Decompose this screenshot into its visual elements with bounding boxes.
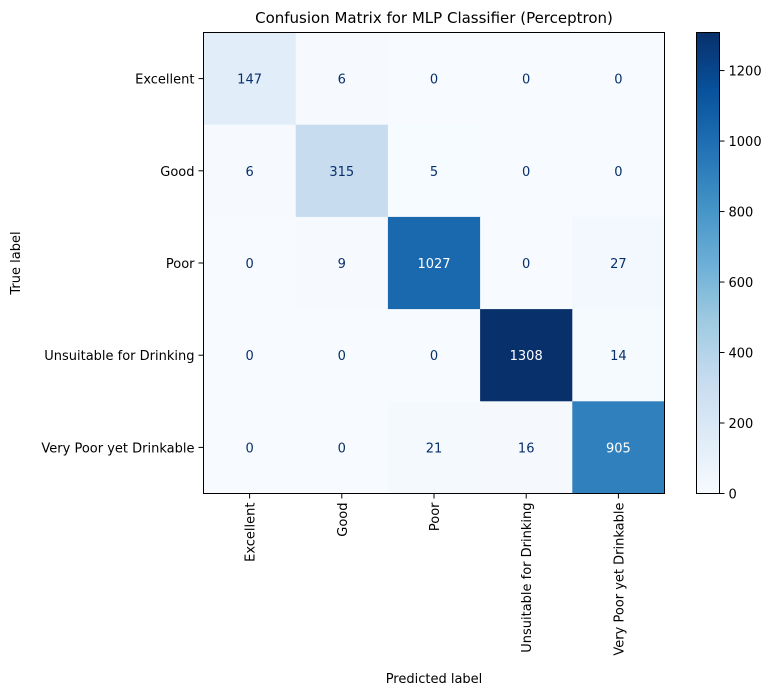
y-tick-label: Very Poor yet Drinkable bbox=[41, 441, 194, 456]
matrix-cell bbox=[387, 32, 481, 126]
cell-value-label: 0 bbox=[245, 349, 253, 364]
colorbar-tick-label: 600 bbox=[729, 276, 754, 291]
matrix-cell bbox=[295, 32, 389, 126]
colorbar-tick-label: 1000 bbox=[729, 135, 762, 150]
x-tick-label: Unsuitable for Drinking bbox=[520, 503, 535, 653]
matrix-cell bbox=[572, 401, 665, 494]
cell-value-label: 6 bbox=[338, 73, 346, 88]
y-tick-label: Unsuitable for Drinking bbox=[44, 349, 194, 364]
y-axis-ticks: Excellent Good Poor Unsuitable for Drinking… bbox=[41, 73, 204, 456]
x-tick-label: Excellent bbox=[244, 503, 259, 562]
x-axis-label: Predicted label bbox=[386, 672, 483, 687]
colorbar-tick-label: 400 bbox=[729, 347, 754, 362]
matrix-cell bbox=[480, 124, 573, 218]
cell-value-label: 27 bbox=[610, 257, 627, 272]
cell-value-label: 0 bbox=[338, 441, 346, 456]
matrix-cell bbox=[480, 309, 573, 402]
cell-value-label: 0 bbox=[614, 73, 622, 88]
cell-value-label: 1308 bbox=[510, 349, 543, 364]
cell-value-label: 1027 bbox=[417, 257, 450, 272]
colorbar-tick-label: 800 bbox=[729, 206, 754, 221]
chart-title: Confusion Matrix for MLP Classifier (Per… bbox=[255, 9, 613, 27]
y-tick-label: Poor bbox=[166, 257, 195, 272]
cell-value-label: 0 bbox=[430, 73, 438, 88]
matrix-cell bbox=[203, 401, 297, 494]
y-axis-label: True label bbox=[9, 231, 24, 295]
cell-value-label: 0 bbox=[522, 257, 530, 272]
matrix-cell bbox=[387, 401, 481, 494]
cell-value-label: 0 bbox=[245, 441, 253, 456]
matrix-cell bbox=[295, 216, 389, 310]
x-tick-label: Poor bbox=[428, 502, 443, 531]
x-tick-label: Very Poor yet Drinkable bbox=[612, 503, 627, 656]
x-axis-ticks: Excellent Good Poor Unsuitable for Drinking… bbox=[244, 493, 627, 656]
cell-value-label: 0 bbox=[522, 165, 530, 180]
matrix-cell bbox=[387, 216, 481, 310]
cell-value-labels: 147 6 0 0 0 6 315 5 0 0 0 9 1027 0 27 0 0 0 1308 14 0 0 21 16 90… bbox=[237, 73, 631, 457]
matrix-cell bbox=[572, 309, 665, 402]
cell-value-label: 0 bbox=[338, 349, 346, 364]
x-tick-label: Good bbox=[336, 503, 351, 537]
y-tick-label: Good bbox=[160, 165, 194, 180]
colorbar-tick-label: 1200 bbox=[729, 65, 762, 80]
matrix-cell bbox=[203, 124, 297, 218]
matrix-cell bbox=[572, 216, 665, 310]
cell-value-label: 0 bbox=[245, 257, 253, 272]
cell-value-label: 16 bbox=[518, 441, 535, 456]
cell-value-label: 0 bbox=[614, 165, 622, 180]
matrix-cell bbox=[572, 32, 665, 126]
matrix-cell bbox=[480, 401, 573, 494]
colorbar-tick-label: 0 bbox=[729, 488, 737, 503]
cell-value-label: 5 bbox=[430, 165, 438, 180]
cell-value-label: 6 bbox=[245, 165, 253, 180]
matrix-cell bbox=[480, 216, 573, 310]
matrix-cell bbox=[572, 124, 665, 218]
y-tick-label: Excellent bbox=[135, 73, 194, 88]
matrix-cell bbox=[203, 309, 297, 402]
cell-value-label: 21 bbox=[426, 441, 443, 456]
matrix-cell bbox=[295, 401, 389, 494]
cell-value-label: 315 bbox=[329, 165, 354, 180]
cell-value-label: 905 bbox=[606, 441, 631, 456]
cell-value-label: 0 bbox=[430, 349, 438, 364]
colorbar bbox=[696, 32, 720, 494]
matrix-cell bbox=[203, 216, 297, 310]
matrix-cell bbox=[295, 309, 389, 402]
colorbar-tick-label: 200 bbox=[729, 417, 754, 432]
matrix-cell bbox=[387, 124, 481, 218]
matrix-cells bbox=[203, 32, 665, 494]
cell-value-label: 0 bbox=[522, 73, 530, 88]
matrix-cell bbox=[203, 32, 297, 126]
matrix-cell bbox=[387, 309, 481, 402]
cell-value-label: 147 bbox=[237, 73, 262, 88]
cell-value-label: 9 bbox=[338, 257, 346, 272]
matrix-cell bbox=[480, 32, 573, 126]
colorbar-ticks: 0 200 400 600 800 1000 1200 bbox=[719, 65, 762, 503]
cell-value-label: 14 bbox=[610, 349, 627, 364]
matrix-cell bbox=[295, 124, 389, 218]
